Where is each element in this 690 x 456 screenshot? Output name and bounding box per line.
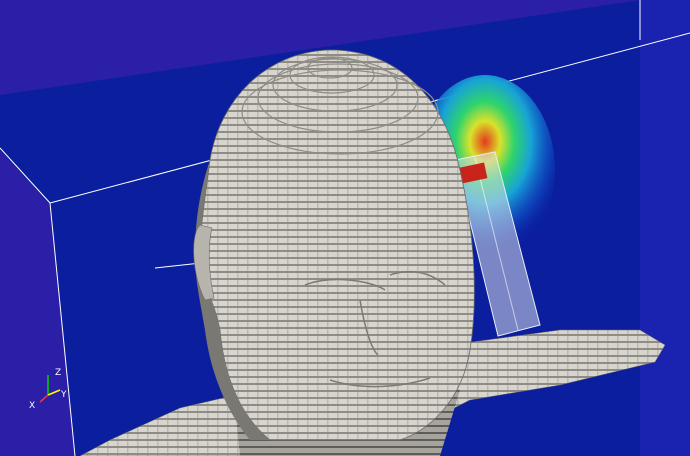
orientation-axes: Z Y X	[29, 368, 67, 411]
right-wall	[640, 0, 690, 456]
y-axis-label: Y	[60, 390, 67, 400]
head-contours	[241, 56, 439, 155]
y-axis	[47, 389, 61, 396]
x-axis-label: X	[29, 401, 35, 411]
x-axis	[39, 394, 49, 403]
phone-device	[454, 151, 541, 337]
z-axis-label: Z	[55, 368, 61, 378]
ear-model	[193, 224, 215, 301]
face-features	[304, 270, 446, 388]
head-shading	[195, 160, 270, 440]
